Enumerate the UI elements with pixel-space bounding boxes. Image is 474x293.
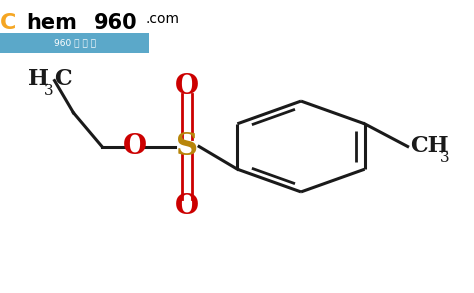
Text: O: O [175, 193, 199, 220]
Text: H: H [28, 68, 49, 90]
Text: 3: 3 [44, 84, 54, 98]
Text: 3: 3 [440, 151, 449, 165]
Text: O: O [123, 133, 147, 160]
Text: O: O [175, 73, 199, 100]
Text: CH: CH [410, 135, 448, 158]
Text: S: S [176, 131, 198, 162]
Text: C: C [55, 68, 72, 90]
